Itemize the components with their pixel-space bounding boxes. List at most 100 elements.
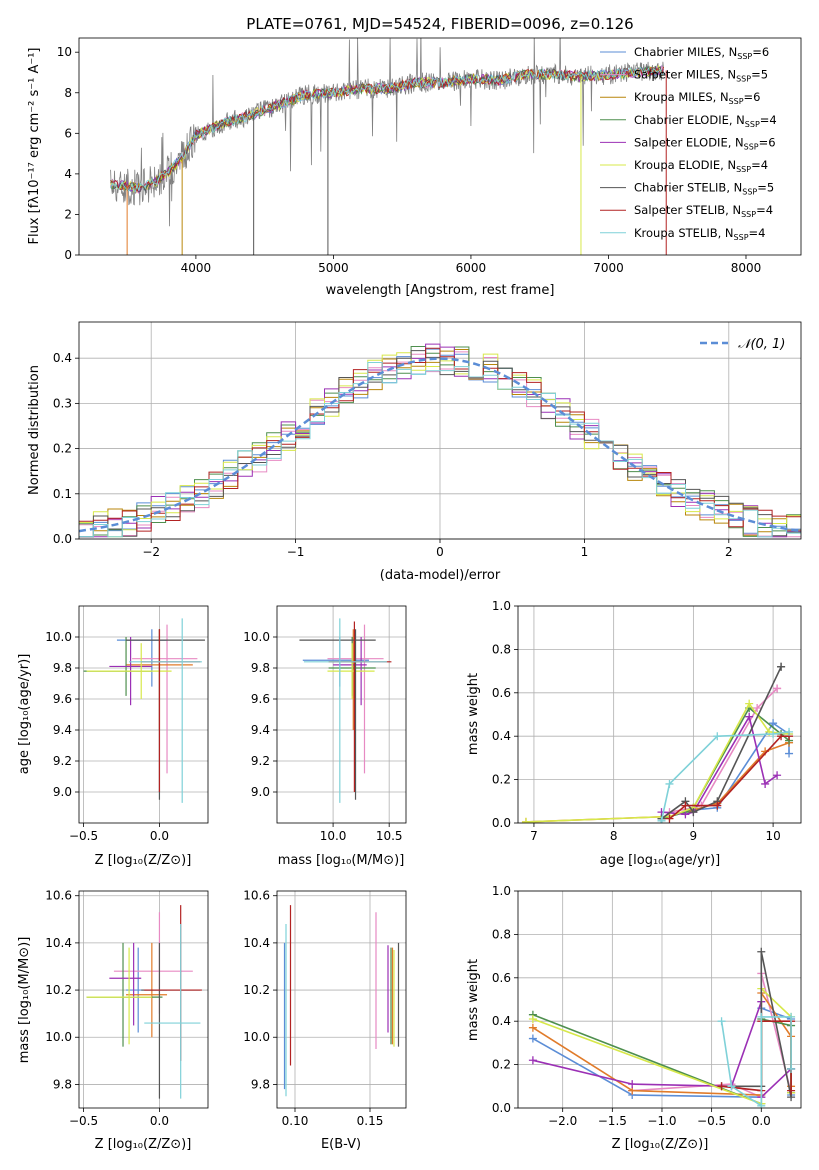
weight-vs-age-marker-7	[665, 814, 674, 823]
plot-area	[299, 618, 392, 803]
weight-vs-age-marker-8	[657, 816, 666, 823]
weight-vs-Z-ytick-label: 0.0	[492, 1101, 511, 1115]
age-vs-Z-frame	[78, 605, 209, 824]
ageM-xlabel: mass [log₁₀(M/M⊙)]	[278, 853, 405, 868]
weight-vs-age-line-6	[661, 666, 782, 820]
weight-vs-age-marker-6	[689, 808, 698, 817]
mass-vs-Z-ytick-label: 9.8	[53, 1077, 72, 1091]
mass-vs-Z-frame	[78, 890, 209, 1109]
legend-label-1: Salpeter MILES, NSSP=5	[634, 68, 768, 84]
weight-vs-Z-marker-8	[717, 1017, 726, 1026]
wZ-ylabel: mass weight	[466, 959, 481, 1041]
massZ-ylabel: mass [log₁₀(M/M⊙)]	[17, 937, 32, 1064]
ageZ-ylabel: age [log₁₀(age/yr)]	[17, 654, 32, 775]
spectrum-ytick-label: 10	[57, 45, 72, 59]
plot-area	[521, 662, 794, 823]
residuals-frame	[78, 321, 802, 540]
weight-vs-Z-xtick-label: 0.0	[752, 1114, 771, 1128]
mass-vs-EBV-ytick-label: 10.4	[243, 936, 270, 950]
residuals-xtick-label: 2	[725, 545, 733, 559]
mass-vs-metallicity-panel: Z [log₁₀(Z/Z⊙)] mass [log₁₀(M/M⊙)] −0.5 0…	[17, 889, 209, 1152]
weight-vs-Z-xtick-label: −1.5	[598, 1114, 627, 1128]
age-vs-mass-frame	[276, 605, 407, 824]
legend-label-8: Kroupa STELIB, NSSP=4	[634, 226, 765, 242]
spectrum-xtick-label: 4000	[181, 261, 212, 275]
residuals-xtick-label: −2	[142, 545, 160, 559]
age-vs-metallicity-panel: Z [log₁₀(Z/Z⊙)] age [log₁₀(age/yr)] −0.5…	[17, 605, 209, 868]
spectrum-xtick-label: 7000	[593, 261, 624, 275]
mass-vs-EBV-ytick-label: 10.2	[243, 983, 270, 997]
weight-vs-Z-ytick-label: 0.6	[492, 971, 511, 985]
weight-vs-Z-xtick-label: −0.5	[697, 1114, 726, 1128]
residuals-ytick-label: 0.0	[53, 532, 72, 546]
weight-vs-age-ytick-label: 0.4	[492, 729, 511, 743]
residuals-xtick-label: −1	[287, 545, 305, 559]
weight-vs-Z-marker-8	[727, 1082, 736, 1091]
weight-vs-age-panel: age [log₁₀(age/yr)] mass weight 7 8 9 10 0.0…	[466, 599, 802, 868]
mass-vs-Z-ytick-label: 10.0	[45, 1030, 72, 1044]
weight-vs-Z-marker-8	[787, 1012, 796, 1021]
weight-vs-Z-marker-5	[528, 1015, 537, 1024]
weight-vs-age-frame	[517, 605, 802, 824]
weight-vs-Z-ytick-label: 0.8	[492, 927, 511, 941]
weight-vs-age-ytick-label: 0.8	[492, 642, 511, 656]
spectrum-xlabel: wavelength [Angstrom, rest frame]	[326, 283, 555, 298]
residual-histogram-6	[79, 350, 801, 538]
spectrum-xtick-label: 6000	[456, 261, 487, 275]
mass-vs-extinction-panel: E(B-V) 0.10 0.15 9.8 10.0 10.2 10.4 10.6	[243, 889, 407, 1152]
plot-area	[283, 905, 400, 1097]
weight-vs-age-marker-4	[745, 712, 754, 721]
weight-vs-Z-marker-4	[628, 1080, 637, 1089]
wAge-ylabel: mass weight	[466, 673, 481, 755]
age-vs-mass-ytick-label: 9.6	[251, 692, 270, 706]
spectrum-ylabel: Flux [fλ10⁻¹⁷ erg cm⁻² s⁻¹ A⁻¹]	[27, 48, 42, 245]
legend-label-3: Chabrier ELODIE, NSSP=4	[634, 113, 777, 129]
plot-area	[79, 343, 801, 538]
spectrum-frame	[78, 37, 802, 256]
legend-label-4: Salpeter ELODIE, NSSP=6	[634, 135, 776, 151]
normal-curve	[79, 357, 801, 533]
weight-vs-age-line-2	[525, 741, 790, 823]
residual-histogram-panel: (data-model)/error Normed distribution −…	[27, 321, 802, 583]
model-spectrum-line-5	[110, 64, 664, 193]
weight-vs-Z-marker-7	[717, 1082, 726, 1091]
weight-vs-age-marker-6	[777, 662, 786, 671]
weight-vs-age-line-8	[660, 731, 790, 821]
weight-vs-age-marker-0	[769, 719, 778, 728]
weight-vs-Z-ytick-label: 1.0	[492, 884, 511, 898]
mass-vs-EBV-frame	[276, 890, 407, 1109]
age-vs-Z-xtick-label: −0.5	[69, 829, 98, 843]
mass-vs-EBV-xtick-label: 0.15	[357, 1114, 384, 1128]
weight-vs-age-marker-5	[521, 817, 530, 823]
plot-area	[83, 618, 205, 803]
mass-vs-Z-ytick-label: 10.4	[45, 936, 72, 950]
weight-vs-age-marker-4	[773, 771, 782, 780]
weight-vs-age-marker-8	[785, 727, 794, 736]
weight-vs-age-xtick-label: 8	[610, 829, 618, 843]
mass-vs-Z-ytick-label: 10.6	[45, 889, 72, 903]
spectrum-xtick-label: 8000	[731, 261, 762, 275]
weight-vs-age-ytick-label: 0.0	[492, 816, 511, 830]
age-vs-mass-ytick-label: 9.0	[251, 785, 270, 799]
plot-area	[86, 905, 202, 1099]
residuals-ytick-label: 0.4	[53, 351, 72, 365]
mass-vs-EBV-ytick-label: 10.6	[243, 889, 270, 903]
mass-vs-Z-xtick-label: 0.0	[150, 1114, 169, 1128]
spectrum-ytick-label: 0	[64, 248, 72, 262]
weight-vs-age-marker-8	[665, 779, 674, 788]
residuals-ytick-label: 0.1	[53, 487, 72, 501]
age-vs-mass-xtick-label: 10.5	[376, 829, 403, 843]
weight-vs-Z-ytick-label: 0.4	[492, 1014, 511, 1028]
residuals-ytick-label: 0.2	[53, 442, 72, 456]
weight-vs-Z-marker-2	[528, 1023, 537, 1032]
spectrum-panel: PLATE=0761, MJD=54524, FIBERID=0096, z=0…	[27, 15, 802, 298]
age-vs-Z-ytick-label: 9.2	[53, 754, 72, 768]
weight-vs-age-marker-7	[713, 801, 722, 810]
residuals-ytick-label: 0.3	[53, 396, 72, 410]
massE-xlabel: E(B-V)	[321, 1137, 361, 1152]
weight-vs-age-marker-5	[745, 699, 754, 708]
weight-vs-Z-line-6	[721, 951, 792, 1098]
age-vs-mass-xtick-label: 10.0	[320, 829, 347, 843]
residual-ylabel: Normed distribution	[27, 365, 42, 495]
residuals-xtick-label: 0	[436, 545, 444, 559]
